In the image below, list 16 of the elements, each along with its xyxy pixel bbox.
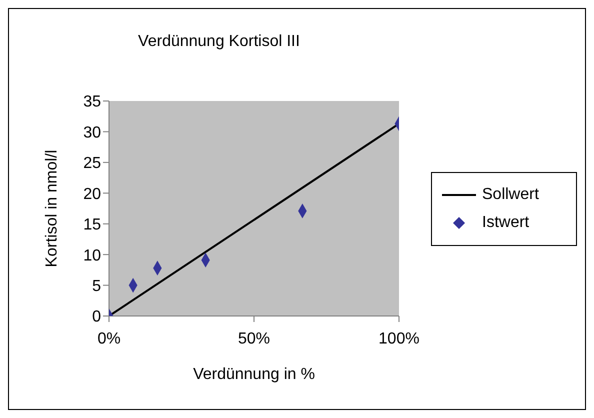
y-tick-label: 25: [83, 155, 102, 172]
x-tick-label: 0%: [97, 330, 121, 348]
legend-label: Istwert: [482, 214, 530, 232]
chart-title: Verdünnung Kortisol III: [137, 33, 301, 51]
y-tick-label: 30: [83, 124, 102, 142]
y-axis-title: Kortisol in nmol/l: [44, 150, 61, 268]
y-tick-label: 0: [92, 308, 102, 326]
y-tick-label: 35: [83, 94, 102, 111]
y-tick-label: 15: [83, 216, 102, 234]
y-tick-label: 10: [83, 247, 102, 264]
y-tick-label: 5: [92, 278, 102, 295]
x-axis-title: Verdünnung in %: [193, 366, 315, 383]
x-tick-label: 100%: [378, 330, 420, 348]
x-tick-label: 50%: [238, 330, 270, 348]
legend-label: Sollwert: [482, 186, 539, 204]
y-tick-label: 20: [83, 186, 102, 203]
